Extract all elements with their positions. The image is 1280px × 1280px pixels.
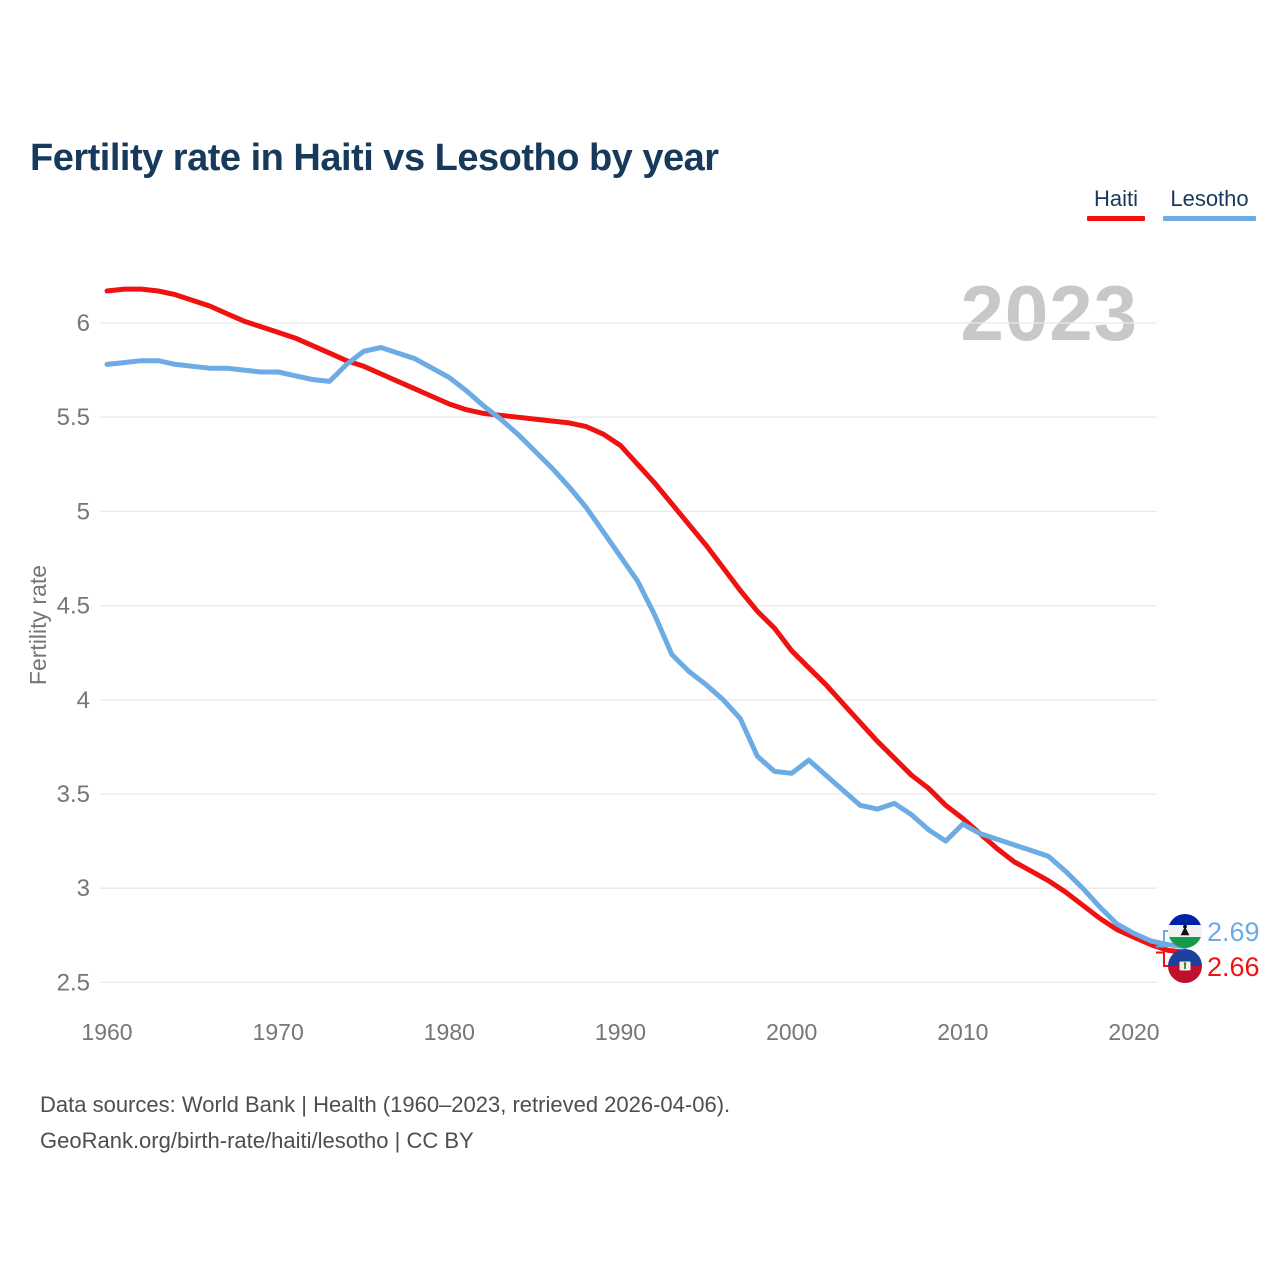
xtick-label-2000: 2000 xyxy=(766,1019,817,1045)
ytick-label-4: 4 xyxy=(77,687,90,714)
xtick-label-1960: 1960 xyxy=(81,1019,132,1045)
lesotho-flag-art xyxy=(1168,914,1202,948)
legend-label-haiti: Haiti xyxy=(1093,186,1138,211)
end-value-lesotho: 2.69 xyxy=(1207,917,1260,947)
legend-item-lesotho[interactable]: Lesotho xyxy=(1163,186,1256,221)
y-axis-title: Fertility rate xyxy=(25,565,51,685)
haiti-flag-art xyxy=(1168,949,1202,983)
xtick-label-1990: 1990 xyxy=(595,1019,646,1045)
series-line-lesotho xyxy=(104,345,1188,950)
ytick-label-5: 5 xyxy=(77,498,90,525)
lesotho-connector xyxy=(1156,930,1169,948)
ytick-label-2.5: 2.5 xyxy=(57,969,90,996)
ytick-label-4.5: 4.5 xyxy=(57,593,90,620)
lesotho-flag-icon xyxy=(1168,914,1202,948)
legend-item-haiti[interactable]: Haiti xyxy=(1087,186,1145,221)
legend-label-lesotho: Lesotho xyxy=(1170,186,1249,211)
year-watermark: 2023 xyxy=(960,269,1138,357)
haiti-flag-icon xyxy=(1168,949,1202,983)
legend-swatch-haiti xyxy=(1087,216,1145,221)
ytick-label-6: 6 xyxy=(77,310,90,337)
page-title: Fertility rate in Haiti vs Lesotho by ye… xyxy=(30,137,719,180)
footer-data-sources: Data sources: World Bank | Health (1960–… xyxy=(40,1092,731,1117)
xtick-label-1970: 1970 xyxy=(253,1019,304,1045)
xtick-label-2010: 2010 xyxy=(937,1019,988,1045)
footer-attribution-link[interactable]: GeoRank.org/birth-rate/haiti/lesotho | C… xyxy=(40,1128,474,1153)
ytick-label-3: 3 xyxy=(77,875,90,902)
legend-swatch-lesotho xyxy=(1163,216,1256,221)
end-value-haiti: 2.66 xyxy=(1207,952,1260,982)
haiti-connector xyxy=(1156,951,1169,967)
ytick-label-3.5: 3.5 xyxy=(57,781,90,808)
series-line-haiti xyxy=(104,286,1188,955)
ytick-label-5.5: 5.5 xyxy=(57,404,90,431)
legend: Haiti Lesotho xyxy=(0,186,1280,221)
xtick-label-1980: 1980 xyxy=(424,1019,475,1045)
xtick-label-2020: 2020 xyxy=(1108,1019,1159,1045)
